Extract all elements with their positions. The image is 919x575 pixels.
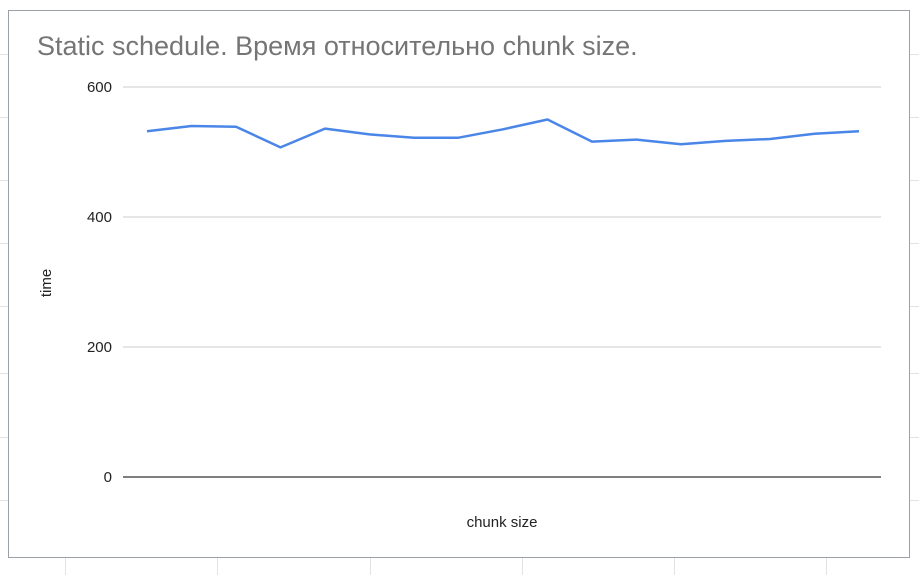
y-tick-label: 200: [87, 339, 112, 356]
series-layer: [146, 118, 860, 149]
line-chart: Static schedule. Время относительно chun…: [37, 31, 881, 531]
x-axis-label: chunk size: [467, 514, 538, 531]
series-line: [146, 118, 860, 149]
y-axis-label: time: [38, 269, 55, 297]
y-axis-ticks: 0 200 400 600: [87, 79, 112, 486]
y-tick-label: 600: [87, 79, 112, 96]
gridlines: [123, 86, 881, 478]
chart-title: Static schedule. Время относительно chun…: [37, 31, 638, 61]
chart-container[interactable]: Static schedule. Время относительно chun…: [8, 10, 910, 558]
y-tick-label: 400: [87, 209, 112, 226]
y-tick-label: 0: [104, 469, 112, 486]
